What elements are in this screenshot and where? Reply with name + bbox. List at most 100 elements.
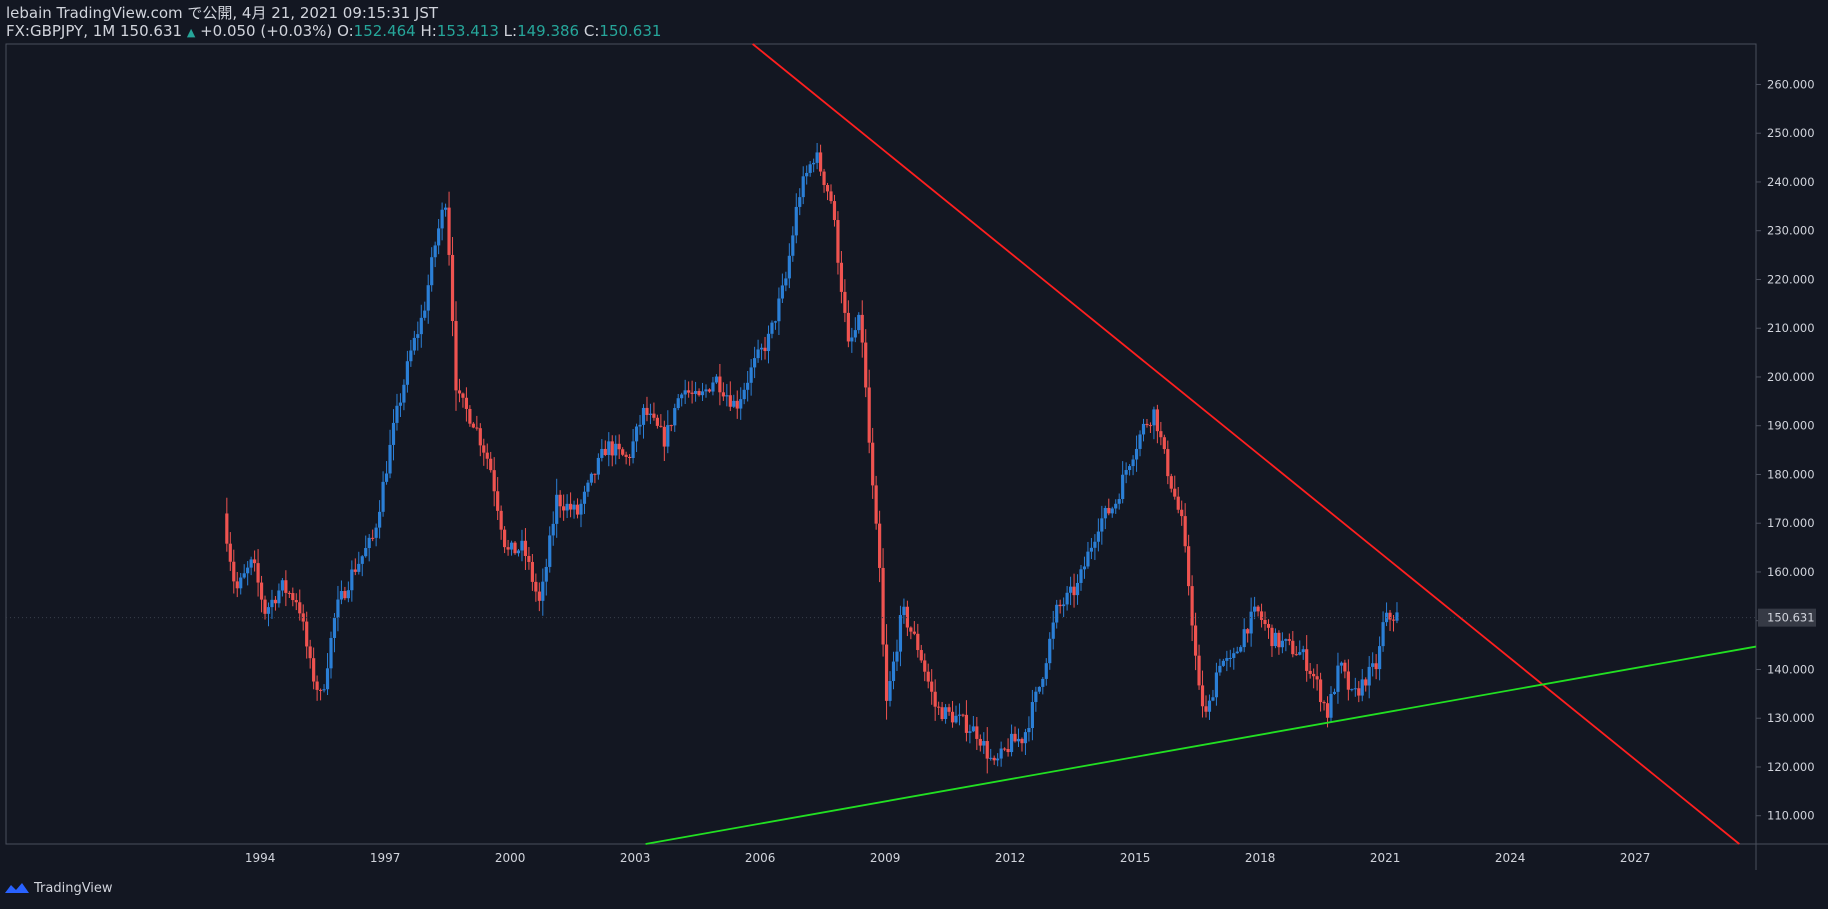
tradingview-logo-icon [5,883,29,893]
candle-body [496,491,500,511]
candle-body [756,349,760,359]
candle-body [659,425,663,427]
candle-body [1305,649,1309,671]
candle-body [405,361,409,385]
candle-body [909,627,913,632]
low-value: 149.386 [517,22,580,40]
candle-body [239,577,243,589]
candle-body [1187,546,1191,587]
candle-body [1055,604,1059,623]
price-axis[interactable]: 110.000120.000130.000140.000150.000160.0… [1756,77,1815,823]
open-value: 152.464 [353,22,416,40]
support-trendline[interactable] [645,645,1757,845]
candle-body [305,621,309,647]
candle-body [937,706,941,708]
candle-body [447,207,451,255]
candle-body [1169,476,1173,489]
candle-body [1312,673,1316,677]
candle-body [440,209,444,229]
candle-body [843,291,847,313]
candle-body [263,599,267,614]
candle-body [1159,431,1163,438]
footer-brand[interactable]: TradingView [4,880,113,896]
candle-body [693,391,698,394]
candle-body [634,426,639,442]
candle-body [1093,541,1097,548]
candle-body [1357,688,1361,696]
candle-body [999,748,1003,759]
candle-body [384,473,389,482]
candle-body [381,481,385,512]
candle-body [489,458,493,471]
low-label: L: [503,22,518,40]
candle-body [1041,678,1045,687]
candle-body [464,397,469,409]
candle-body [1308,670,1312,674]
last-price-badge [1758,608,1816,627]
y-tick-label: 250.000 [1767,126,1815,140]
candle-body [568,503,573,510]
candle-body [1013,733,1017,742]
candle-body [1044,663,1048,679]
candle-body [860,314,864,343]
candle-body [739,399,743,409]
candle-body [1100,518,1104,532]
candle-body [770,322,774,334]
candle-body [562,506,566,511]
candle-body [357,563,361,572]
y-tick-label: 200.000 [1767,370,1815,384]
candle-body [718,376,722,393]
candle-body [284,580,288,593]
y-tick-label: 190.000 [1767,419,1815,433]
resistance-trendline[interactable] [752,43,1740,845]
candle-body [575,504,580,515]
candle-body [346,590,350,599]
candle-body [312,658,316,682]
candle-body [527,555,531,562]
candle-body [277,590,281,604]
candle-body [621,449,625,455]
candle-body [1155,409,1159,432]
candle-body [950,711,955,723]
candle-body [1148,425,1153,427]
candle-body [884,644,889,701]
candle-body [1003,748,1007,750]
candle-body [1259,611,1264,620]
candle-body [503,529,507,548]
candle-body [395,405,399,423]
candle-body [541,581,545,601]
candle-body [1062,604,1066,607]
time-axis[interactable]: 1994 1997 2000 2003 2006 2009 2012 2015 2018 2021… [245,851,1651,865]
candle-body [1200,685,1205,707]
candle-body [794,206,798,236]
candle-body [336,599,340,618]
candle-body [673,408,677,426]
candle-body [454,321,458,391]
candle-body [846,312,850,342]
candle-body [749,367,753,383]
candle-body [1318,679,1323,703]
candle-body [1232,653,1236,658]
candle-body [1110,508,1114,514]
candle-body [641,407,646,425]
plot-frame [5,43,1757,845]
candle-body [520,540,524,551]
candle-body [249,559,253,568]
candle-body [919,650,923,661]
y-tick-label: 130.000 [1767,711,1815,725]
candle-body [1343,662,1347,672]
candle-body [1197,655,1201,686]
candle-body [992,757,996,761]
candle-body [801,176,805,198]
candle-body [711,382,715,392]
candle-body [1034,691,1038,703]
candle-body [350,569,354,591]
candle-body [1020,738,1024,744]
trendlines [645,43,1757,845]
candle-body [322,689,326,691]
candle-body [298,602,302,614]
candle-body [318,689,323,691]
close-label: C: [583,22,600,40]
candle-body [329,637,333,669]
